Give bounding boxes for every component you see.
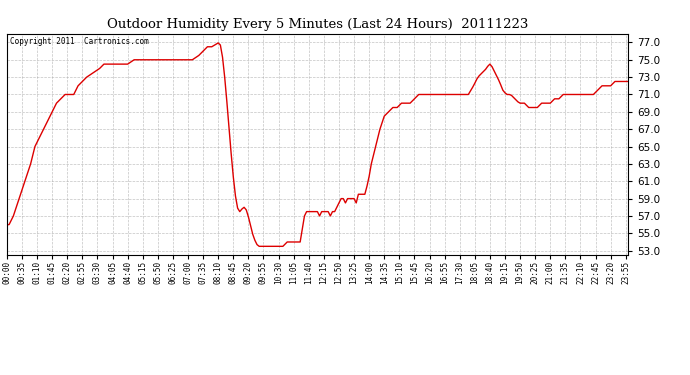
Text: Copyright 2011  Cartronics.com: Copyright 2011 Cartronics.com bbox=[10, 37, 149, 46]
Title: Outdoor Humidity Every 5 Minutes (Last 24 Hours)  20111223: Outdoor Humidity Every 5 Minutes (Last 2… bbox=[107, 18, 528, 31]
